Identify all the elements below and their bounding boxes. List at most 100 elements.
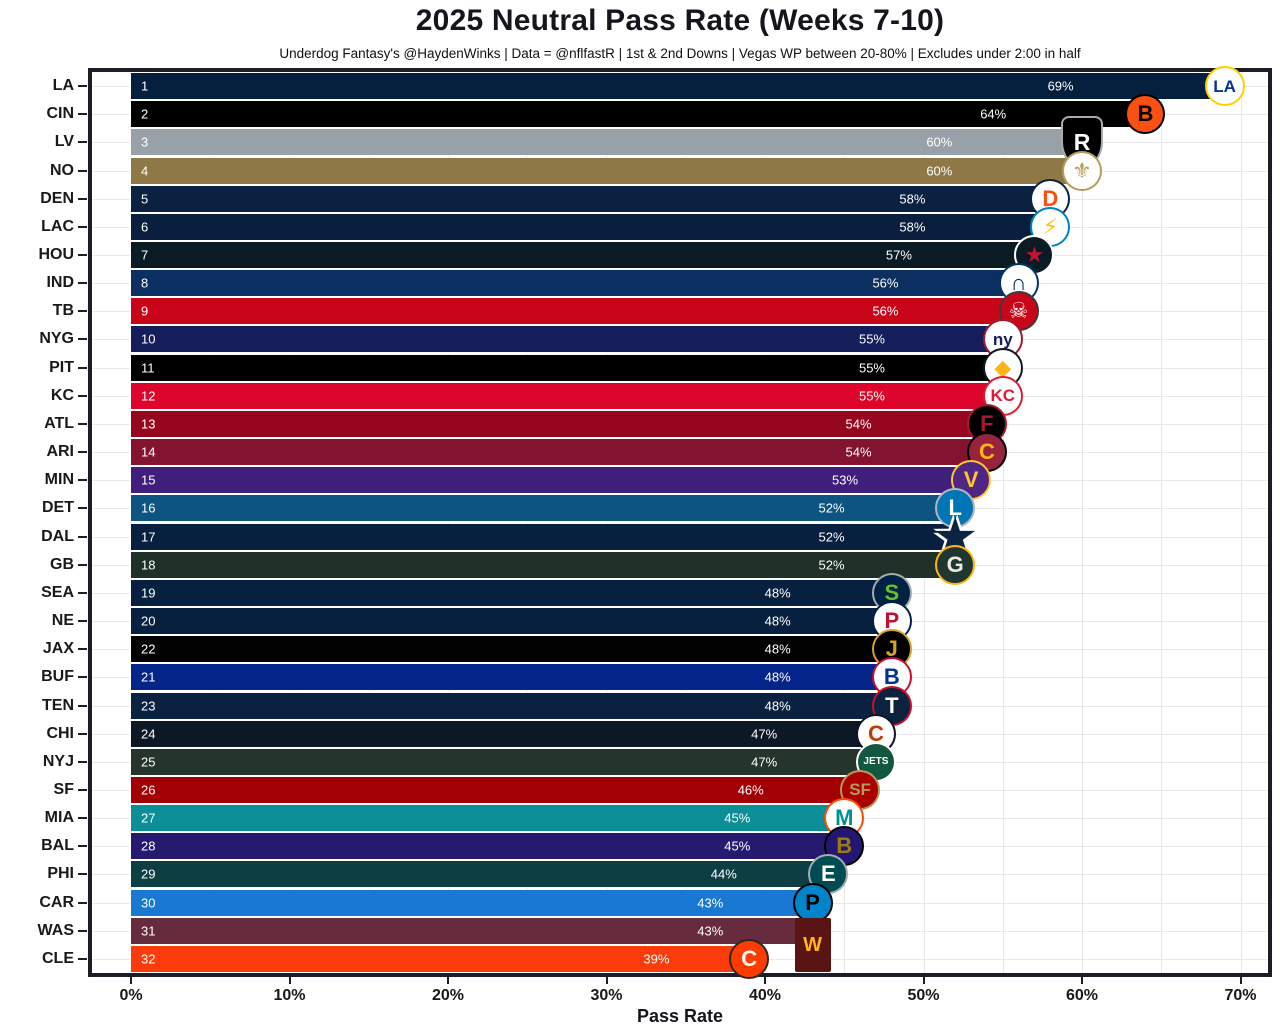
- x-axis-label: 20%: [431, 987, 465, 1004]
- bar-lv: 3 60%: [131, 129, 1082, 156]
- bar-jax: 22 48%: [131, 636, 892, 663]
- y-axis-tick: [78, 648, 87, 651]
- y-axis-label-pit: PIT: [49, 358, 74, 376]
- y-axis-tick: [78, 535, 87, 538]
- team-logo-no: ⚜: [1062, 150, 1102, 191]
- vertical-gridline: [606, 72, 608, 973]
- y-axis-tick: [78, 282, 87, 285]
- chart-title: 2025 Neutral Pass Rate (Weeks 7-10): [415, 4, 945, 37]
- y-axis-label-ne: NE: [51, 612, 74, 630]
- bar-pit: 11 55%: [131, 354, 1003, 381]
- y-axis-tick: [78, 338, 87, 341]
- vertical-gridline: [844, 72, 846, 973]
- bar-phi: 29 44%: [131, 861, 829, 888]
- team-logo-la: LA: [1204, 66, 1245, 107]
- bar-ind: 8 56%: [131, 270, 1019, 297]
- value-label-den: 58%: [899, 191, 926, 207]
- rank-label-phi: 29: [141, 866, 156, 882]
- value-label-buf: 48%: [764, 669, 791, 685]
- y-axis-label-chi: CHI: [46, 724, 74, 742]
- rank-label-den: 5: [141, 191, 149, 207]
- value-label-gb: 52%: [818, 557, 845, 573]
- bar-tb: 9 56%: [131, 298, 1019, 325]
- y-axis-label-ari: ARI: [46, 443, 74, 461]
- y-axis-tick: [78, 732, 87, 735]
- value-label-hou: 57%: [885, 247, 912, 263]
- bar-min: 15 53%: [131, 467, 972, 494]
- bar-sf: 26 46%: [131, 776, 861, 803]
- value-label-nyg: 55%: [858, 331, 885, 347]
- y-axis-tick: [78, 85, 87, 88]
- bar-chi: 24 47%: [131, 720, 876, 747]
- y-axis-label-tb: TB: [52, 302, 74, 320]
- y-axis-tick: [78, 563, 87, 566]
- y-axis-tick: [78, 366, 87, 369]
- team-logo-det: L: [935, 488, 976, 529]
- y-axis-label-jax: JAX: [42, 640, 74, 658]
- y-axis-label-atl: ATL: [44, 414, 74, 432]
- y-axis-label-lac: LAC: [41, 217, 74, 235]
- y-axis-label-buf: BUF: [41, 668, 74, 686]
- rank-label-det: 16: [141, 500, 156, 516]
- y-axis-label-la: LA: [52, 77, 74, 95]
- x-axis-label: 40%: [748, 987, 782, 1004]
- vertical-gridline: [368, 72, 370, 973]
- rank-label-tb: 9: [141, 303, 149, 319]
- y-axis-tick: [78, 845, 87, 848]
- value-label-ind: 56%: [872, 275, 899, 291]
- bar-gb: 18 52%: [131, 551, 956, 578]
- x-axis-tick: [1239, 977, 1242, 984]
- rank-label-cle: 32: [141, 951, 156, 967]
- y-axis-label-phi: PHI: [47, 865, 74, 883]
- y-axis-label-nyg: NYG: [39, 330, 74, 348]
- bar-cle: 32 39%: [131, 945, 750, 972]
- rank-label-no: 4: [141, 163, 149, 179]
- y-axis-label-mia: MIA: [44, 809, 74, 827]
- value-label-cle: 39%: [643, 951, 670, 967]
- value-label-atl: 54%: [845, 416, 872, 432]
- bar-la: 1 69%: [131, 73, 1225, 100]
- bar-ten: 23 48%: [131, 692, 892, 719]
- team-logo-car: P: [792, 882, 833, 923]
- value-label-car: 43%: [697, 895, 724, 911]
- y-axis-label-sea: SEA: [41, 583, 74, 601]
- x-axis-tick: [447, 977, 449, 984]
- y-axis-tick: [78, 957, 87, 960]
- bar-sea: 19 48%: [131, 579, 892, 606]
- y-axis-tick: [78, 254, 87, 257]
- value-label-min: 53%: [832, 472, 859, 488]
- value-label-sea: 48%: [764, 585, 791, 601]
- value-label-ten: 48%: [764, 698, 791, 714]
- vertical-gridline: [765, 72, 766, 973]
- value-label-phi: 44%: [710, 866, 737, 882]
- rank-label-was: 31: [141, 923, 156, 939]
- bar-nyj: 25 47%: [131, 748, 876, 775]
- team-logo-cle: C: [729, 938, 770, 979]
- rank-label-atl: 13: [141, 416, 156, 432]
- vertical-gridline: [131, 72, 132, 973]
- vertical-gridline: [210, 72, 212, 973]
- bar-ne: 20 48%: [131, 608, 892, 635]
- y-axis-label-cin: CIN: [46, 105, 74, 123]
- value-label-kc: 55%: [858, 388, 885, 404]
- plot-panel: 1 69% LA 2 64% B 3 60% R 4 60% ⚜ 5 58% D 6 58% ⚡ 7 57% ★ 8 56%…: [88, 66, 1272, 979]
- bar-dal: 17 52%: [131, 523, 956, 550]
- y-axis-label-bal: BAL: [41, 837, 74, 855]
- y-axis-tick: [78, 507, 87, 510]
- y-axis-label-kc: KC: [50, 386, 74, 404]
- vertical-gridline: [685, 72, 687, 973]
- y-axis-tick: [78, 197, 87, 200]
- value-label-tb: 56%: [872, 303, 899, 319]
- bar-kc: 12 55%: [131, 382, 1003, 409]
- x-axis-tick: [1081, 977, 1083, 984]
- y-axis-tick: [78, 141, 87, 144]
- bar-mia: 27 45%: [131, 805, 845, 832]
- rank-label-bal: 28: [141, 838, 156, 854]
- y-axis-tick: [78, 225, 87, 228]
- rank-label-lv: 3: [141, 134, 149, 150]
- value-label-dal: 52%: [818, 529, 845, 545]
- bar-cin: 2 64%: [131, 101, 1146, 128]
- value-label-nyj: 47%: [751, 754, 778, 770]
- bar-was: 31 43%: [131, 917, 813, 944]
